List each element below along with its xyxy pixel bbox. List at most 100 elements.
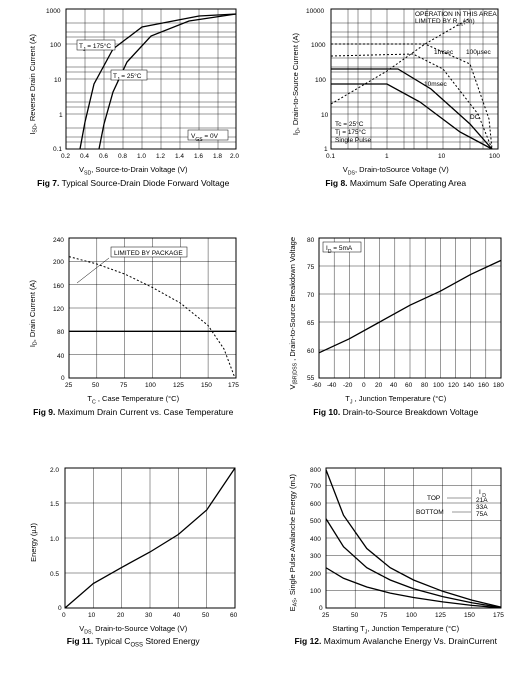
fig10-xlabel: TJ , Junction Temperature (°C) xyxy=(345,394,446,406)
svg-text:50: 50 xyxy=(351,612,359,619)
fig12-chart-wrap: EAS, Single Pulse Avalanche Energy (mJ) … xyxy=(286,463,506,623)
svg-text:LIMITED BY PACKAGE: LIMITED BY PACKAGE xyxy=(114,250,183,257)
fig11-xlabel: VDS, Drain-to-Source Voltage (V) xyxy=(79,624,187,636)
fig8-caption: Fig 8. Maximum Safe Operating Area xyxy=(325,179,466,189)
svg-text:180: 180 xyxy=(493,382,504,389)
svg-text:0.1: 0.1 xyxy=(53,146,62,153)
fig7-chart: TJ = 175°C TJ = 25°C VGS = 0V 100010010 … xyxy=(41,4,241,164)
svg-text:100: 100 xyxy=(145,382,156,389)
fig9-xlabel: TC , Case Temperature (°C) xyxy=(87,394,179,406)
svg-text:Tj = 175°C: Tj = 175°C xyxy=(335,128,366,136)
svg-text:40: 40 xyxy=(173,612,181,619)
svg-text:10: 10 xyxy=(438,153,446,160)
svg-text:10msec: 10msec xyxy=(424,81,448,88)
svg-text:-40: -40 xyxy=(327,382,337,389)
fig12-xlabel: Starting TJ, Junction Temperature (°C) xyxy=(332,624,459,636)
fig10-chart-wrap: V(BR)DSS , Drain-to-Source Breakdown Vol… xyxy=(286,233,506,393)
svg-text:25: 25 xyxy=(322,612,330,619)
svg-text:10000: 10000 xyxy=(306,8,324,15)
svg-text:150: 150 xyxy=(464,612,475,619)
svg-text:10: 10 xyxy=(88,612,96,619)
svg-text:0: 0 xyxy=(61,375,65,382)
svg-text:160: 160 xyxy=(478,382,489,389)
svg-text:75: 75 xyxy=(307,264,315,271)
svg-text:175: 175 xyxy=(228,382,239,389)
fig12-caption: Fig 12. Maximum Avalanche Energy Vs. Dra… xyxy=(294,637,497,647)
svg-text:30: 30 xyxy=(145,612,153,619)
svg-text:75: 75 xyxy=(380,612,388,619)
svg-text:0.1: 0.1 xyxy=(326,153,335,160)
svg-text:600: 600 xyxy=(310,501,321,508)
fig9-chart: LIMITED BY PACKAGE 240200160 1208040 0 2… xyxy=(41,233,241,393)
svg-text:2.0: 2.0 xyxy=(50,467,59,474)
svg-text:0.4: 0.4 xyxy=(80,153,89,160)
svg-text:120: 120 xyxy=(53,306,64,313)
svg-text:1.2: 1.2 xyxy=(156,153,165,160)
svg-text:80: 80 xyxy=(307,237,315,244)
svg-text:100: 100 xyxy=(433,382,444,389)
svg-text:0.5: 0.5 xyxy=(50,571,59,578)
svg-text:1.5: 1.5 xyxy=(50,501,59,508)
svg-text:0: 0 xyxy=(58,605,62,612)
svg-text:125: 125 xyxy=(435,612,446,619)
fig8-chart: OPERATION IN THIS AREA LIMITED BY RDS(on… xyxy=(303,4,503,164)
svg-text:0: 0 xyxy=(319,605,323,612)
svg-text:10: 10 xyxy=(54,77,62,84)
svg-text:1.4: 1.4 xyxy=(175,153,184,160)
svg-text:140: 140 xyxy=(463,382,474,389)
svg-text:70: 70 xyxy=(307,292,315,299)
fig7-panel: ISD, Reverse Drain Current (A) TJ = 175°… xyxy=(4,4,263,227)
svg-text:200: 200 xyxy=(310,571,321,578)
svg-text:1000: 1000 xyxy=(46,8,61,15)
svg-text:VGS = 0V: VGS = 0V xyxy=(191,133,219,143)
svg-text:-60: -60 xyxy=(312,382,322,389)
svg-text:20: 20 xyxy=(375,382,383,389)
svg-text:1: 1 xyxy=(385,153,389,160)
svg-text:150: 150 xyxy=(201,382,212,389)
svg-text:75: 75 xyxy=(120,382,128,389)
svg-text:100: 100 xyxy=(406,612,417,619)
svg-text:75A: 75A xyxy=(476,511,488,518)
fig8-ylabel: ID, Drain-to-Source Current (A) xyxy=(289,33,304,135)
svg-text:125: 125 xyxy=(173,382,184,389)
svg-text:DC: DC xyxy=(470,114,480,121)
svg-text:175: 175 xyxy=(493,612,504,619)
fig10-caption: Fig 10. Drain-to-Source Breakdown Voltag… xyxy=(313,408,478,418)
fig11-chart: 2.01.51.0 0.50 01020 304050 60 xyxy=(40,463,240,623)
fig8-xlabel: VDS, Drain-toSource Voltage (V) xyxy=(343,165,449,177)
svg-text:1: 1 xyxy=(324,146,328,153)
svg-text:80: 80 xyxy=(57,329,65,336)
svg-text:Single Pulse: Single Pulse xyxy=(335,137,372,144)
svg-text:120: 120 xyxy=(448,382,459,389)
svg-text:1: 1 xyxy=(59,112,63,119)
svg-text:0.6: 0.6 xyxy=(99,153,108,160)
svg-text:LIMITED BY RDS(on): LIMITED BY RDS(on) xyxy=(415,18,475,27)
svg-text:33A: 33A xyxy=(476,504,488,511)
svg-text:20: 20 xyxy=(117,612,125,619)
fig10-chart: ID = 5mA 807570 656055 -60-40-20 02040 6… xyxy=(301,233,506,393)
svg-text:160: 160 xyxy=(53,283,64,290)
svg-text:300: 300 xyxy=(310,553,321,560)
fig10-ylabel: V(BR)DSS , Drain-to-Source Breakdown Vol… xyxy=(286,237,301,390)
svg-text:100: 100 xyxy=(489,153,500,160)
svg-text:240: 240 xyxy=(53,237,64,244)
fig10-panel: V(BR)DSS , Drain-to-Source Breakdown Vol… xyxy=(267,233,526,456)
svg-text:400: 400 xyxy=(310,536,321,543)
svg-text:200: 200 xyxy=(53,259,64,266)
svg-text:1.0: 1.0 xyxy=(50,536,59,543)
svg-text:-20: -20 xyxy=(343,382,353,389)
svg-text:100µsec: 100µsec xyxy=(466,49,491,56)
svg-text:21A: 21A xyxy=(476,497,488,504)
fig11-ylabel: Energy (µJ) xyxy=(27,523,40,562)
svg-text:100: 100 xyxy=(310,588,321,595)
svg-text:800: 800 xyxy=(310,467,321,474)
fig12-chart: TOP BOTTOM I D 21A33A75A 800700600 50040… xyxy=(301,463,506,623)
svg-text:1msec: 1msec xyxy=(434,49,454,56)
svg-text:OPERATION IN THIS AREA: OPERATION IN THIS AREA xyxy=(415,11,497,18)
svg-text:65: 65 xyxy=(307,320,315,327)
svg-text:100: 100 xyxy=(315,77,326,84)
svg-text:60: 60 xyxy=(307,348,315,355)
svg-text:1.0: 1.0 xyxy=(137,153,146,160)
fig8-panel: ID, Drain-to-Source Current (A) OPERATIO… xyxy=(267,4,526,227)
fig7-chart-wrap: ISD, Reverse Drain Current (A) TJ = 175°… xyxy=(26,4,241,164)
